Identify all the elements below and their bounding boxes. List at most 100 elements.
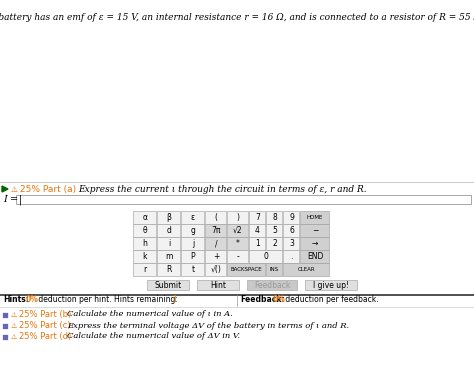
Text: 2: 2 bbox=[272, 239, 277, 248]
Text: 6: 6 bbox=[289, 226, 294, 235]
FancyBboxPatch shape bbox=[305, 280, 357, 290]
FancyBboxPatch shape bbox=[227, 211, 248, 224]
Text: .: . bbox=[290, 252, 292, 261]
Text: 9: 9 bbox=[289, 213, 294, 222]
FancyBboxPatch shape bbox=[249, 224, 265, 237]
FancyBboxPatch shape bbox=[266, 211, 283, 224]
FancyBboxPatch shape bbox=[266, 263, 283, 275]
Text: ): ) bbox=[237, 213, 239, 222]
FancyBboxPatch shape bbox=[181, 250, 204, 263]
Text: 3: 3 bbox=[289, 239, 294, 248]
FancyBboxPatch shape bbox=[283, 250, 300, 263]
Text: 25% Part (a): 25% Part (a) bbox=[20, 184, 76, 193]
FancyBboxPatch shape bbox=[157, 224, 181, 237]
FancyBboxPatch shape bbox=[227, 263, 265, 275]
FancyBboxPatch shape bbox=[3, 324, 8, 328]
Text: ⚠: ⚠ bbox=[11, 322, 17, 328]
Text: 25% Part (b): 25% Part (b) bbox=[19, 310, 71, 319]
Text: m: m bbox=[165, 252, 173, 261]
Text: t: t bbox=[191, 265, 194, 274]
FancyBboxPatch shape bbox=[157, 250, 181, 263]
Text: g: g bbox=[191, 226, 195, 235]
FancyBboxPatch shape bbox=[205, 263, 227, 275]
FancyBboxPatch shape bbox=[283, 263, 329, 275]
Text: Feedback:: Feedback: bbox=[240, 296, 284, 305]
Text: CLEAR: CLEAR bbox=[298, 267, 315, 272]
Text: √(): √() bbox=[210, 265, 221, 274]
Text: →: → bbox=[312, 239, 318, 248]
Text: R: R bbox=[166, 265, 172, 274]
Text: I give up!: I give up! bbox=[313, 280, 349, 289]
FancyBboxPatch shape bbox=[227, 237, 248, 249]
Text: k: k bbox=[143, 252, 147, 261]
Text: h: h bbox=[143, 239, 147, 248]
Text: P: P bbox=[191, 252, 195, 261]
Text: i: i bbox=[168, 239, 170, 248]
Text: 0%: 0% bbox=[26, 296, 39, 305]
Text: 0: 0 bbox=[264, 252, 268, 261]
Text: Calculate the numerical value of ι in A.: Calculate the numerical value of ι in A. bbox=[67, 310, 233, 319]
FancyBboxPatch shape bbox=[157, 263, 181, 275]
Text: Feedback: Feedback bbox=[254, 280, 290, 289]
Text: −: − bbox=[312, 226, 318, 235]
FancyBboxPatch shape bbox=[205, 237, 227, 249]
FancyBboxPatch shape bbox=[283, 237, 300, 249]
Text: Hint: Hint bbox=[210, 280, 226, 289]
Text: θ: θ bbox=[143, 226, 147, 235]
Text: INS: INS bbox=[270, 267, 279, 272]
Text: 0%: 0% bbox=[273, 296, 286, 305]
Text: d: d bbox=[166, 226, 172, 235]
Text: A battery has an emf of ε = 15 V, an internal resistance r = 16 Ω, and is connec: A battery has an emf of ε = 15 V, an int… bbox=[0, 13, 474, 22]
Text: ⚠: ⚠ bbox=[11, 184, 18, 193]
Text: ⚠: ⚠ bbox=[11, 312, 17, 317]
FancyBboxPatch shape bbox=[266, 237, 283, 249]
FancyBboxPatch shape bbox=[157, 237, 181, 249]
FancyBboxPatch shape bbox=[181, 224, 204, 237]
FancyBboxPatch shape bbox=[16, 195, 471, 204]
Text: Hints:: Hints: bbox=[3, 296, 29, 305]
FancyBboxPatch shape bbox=[197, 280, 239, 290]
FancyBboxPatch shape bbox=[300, 224, 329, 237]
FancyBboxPatch shape bbox=[227, 250, 248, 263]
Text: END: END bbox=[307, 252, 323, 261]
Text: BACKSPACE: BACKSPACE bbox=[231, 267, 262, 272]
FancyBboxPatch shape bbox=[205, 250, 227, 263]
Text: Express the current ι through the circuit in terms of ε, r and R.: Express the current ι through the circui… bbox=[78, 184, 366, 193]
FancyBboxPatch shape bbox=[283, 211, 300, 224]
Text: 25% Part (d): 25% Part (d) bbox=[19, 332, 71, 341]
FancyBboxPatch shape bbox=[283, 224, 300, 237]
FancyBboxPatch shape bbox=[227, 224, 248, 237]
Text: Submit: Submit bbox=[155, 280, 182, 289]
FancyBboxPatch shape bbox=[181, 237, 204, 249]
Text: √2: √2 bbox=[233, 226, 243, 235]
FancyBboxPatch shape bbox=[133, 250, 156, 263]
FancyBboxPatch shape bbox=[181, 263, 204, 275]
Polygon shape bbox=[2, 186, 8, 192]
Text: 25% Part (c): 25% Part (c) bbox=[19, 321, 71, 330]
FancyBboxPatch shape bbox=[249, 237, 265, 249]
Text: I =: I = bbox=[3, 194, 18, 203]
Text: ⚠: ⚠ bbox=[11, 333, 17, 340]
Text: α: α bbox=[143, 213, 147, 222]
Text: j: j bbox=[192, 239, 194, 248]
Text: r: r bbox=[143, 265, 146, 274]
Text: 8: 8 bbox=[272, 213, 277, 222]
Text: /: / bbox=[215, 239, 217, 248]
FancyBboxPatch shape bbox=[205, 211, 227, 224]
FancyBboxPatch shape bbox=[133, 263, 156, 275]
FancyBboxPatch shape bbox=[3, 335, 8, 340]
Text: 1: 1 bbox=[255, 239, 260, 248]
FancyBboxPatch shape bbox=[157, 211, 181, 224]
FancyBboxPatch shape bbox=[147, 280, 189, 290]
Text: Calculate the numerical value of ΔV in V.: Calculate the numerical value of ΔV in V… bbox=[67, 333, 240, 340]
FancyBboxPatch shape bbox=[249, 211, 265, 224]
FancyBboxPatch shape bbox=[133, 224, 156, 237]
FancyBboxPatch shape bbox=[133, 211, 156, 224]
FancyBboxPatch shape bbox=[300, 211, 329, 224]
FancyBboxPatch shape bbox=[300, 237, 329, 249]
Text: Express the terminal voltage ΔV of the battery in terms of ι and R.: Express the terminal voltage ΔV of the b… bbox=[67, 321, 349, 329]
Text: 7π: 7π bbox=[211, 226, 221, 235]
Text: 1: 1 bbox=[172, 296, 177, 305]
FancyBboxPatch shape bbox=[247, 280, 297, 290]
Text: +: + bbox=[213, 252, 219, 261]
